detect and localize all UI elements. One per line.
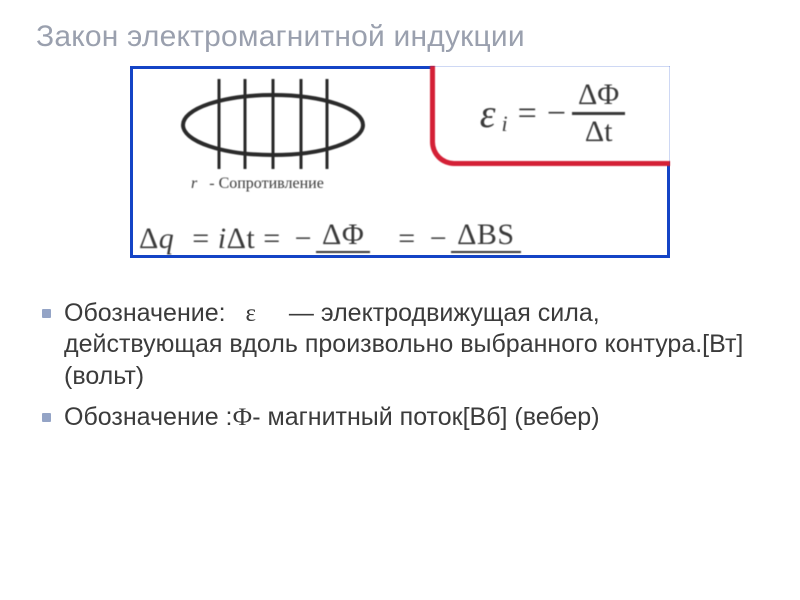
- bullet-prefix: Обозначение:: [64, 299, 226, 327]
- eq-equals-3: =: [390, 222, 423, 256]
- resistance-text: Сопротивление: [219, 175, 324, 192]
- slide-title: Закон электромагнитной индукции: [36, 20, 764, 54]
- symbol-r: r: [191, 175, 197, 192]
- symbol-epsilon-subscript: i: [502, 111, 508, 137]
- bullet-list: Обозначение: ε — электродвижущая сила, д…: [36, 298, 764, 433]
- minus-sign: −: [547, 95, 566, 133]
- eq-q: q: [159, 222, 175, 256]
- eq-frac2-num: ΔBS: [451, 220, 521, 253]
- eq-frac-1: ΔΦ .: [316, 220, 370, 257]
- eq-equals-2: =: [255, 222, 288, 256]
- eq-minus-1: −: [289, 222, 316, 256]
- eq-i: i: [218, 222, 227, 256]
- eq-frac1-num: ΔΦ: [316, 220, 370, 253]
- eq-delta: Δ: [139, 222, 159, 256]
- fraction-numerator: ΔΦ: [572, 78, 625, 115]
- eq-idt: Δt: [227, 222, 256, 256]
- loop-diagram: [173, 77, 373, 173]
- eq-frac-2: ΔBS .: [451, 220, 521, 257]
- bullet-symbol: ε: [245, 300, 256, 327]
- bullet-item: Обозначение: ε — электродвижущая сила, д…: [38, 298, 762, 392]
- bullet-item: Обозначение :Ф- магнитный поток[Вб] (веб…: [38, 402, 762, 433]
- emf-formula-box: εi = − ΔΦ Δt: [430, 66, 670, 166]
- figure-inner: εi = − ΔΦ Δt r - Сопротивление Δq: [133, 69, 667, 255]
- resistance-label: r - Сопротивление: [191, 175, 324, 193]
- emf-formula: εi = − ΔΦ Δt: [480, 78, 626, 149]
- bullet-symbol: Ф: [233, 404, 253, 431]
- bullet-rest: - магнитный поток[Вб] (вебер): [252, 403, 599, 431]
- slide: Закон электромагнитной индукции εi = − Δ…: [0, 0, 800, 600]
- symbol-epsilon: ε: [480, 90, 496, 137]
- eq-equals-1: =: [184, 222, 217, 256]
- figure-box: εi = − ΔΦ Δt r - Сопротивление Δq: [130, 66, 670, 258]
- bottom-equation: Δq = iΔt = − ΔΦ . = − ΔBS .: [139, 220, 661, 257]
- eq-minus-2: −: [424, 222, 451, 256]
- fraction-dphi-dt: ΔΦ Δt: [572, 78, 625, 149]
- bullet-prefix: Обозначение :: [64, 403, 233, 431]
- equals-sign: =: [514, 95, 541, 133]
- resistance-dash: -: [209, 175, 214, 192]
- fraction-denominator: Δt: [579, 115, 619, 149]
